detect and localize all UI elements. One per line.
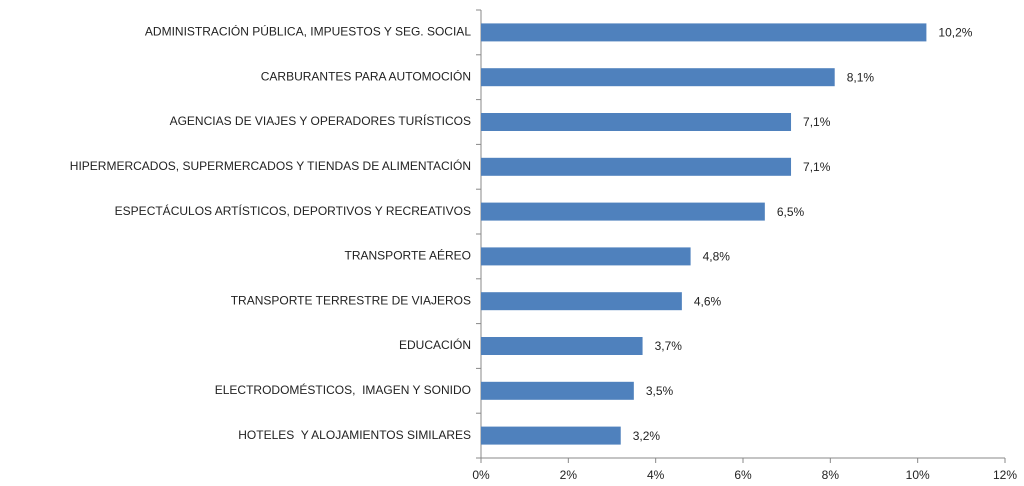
bar	[481, 68, 835, 87]
bar	[481, 157, 792, 176]
data-label: 8,1%	[847, 70, 875, 84]
y-tick-label: CARBURANTES PARA AUTOMOCIÓN	[261, 68, 471, 83]
x-tick-label: 8%	[822, 468, 840, 482]
y-tick-label: ELECTRODOMÉSTICOS, IMAGEN Y SONIDO	[215, 382, 471, 397]
bar	[481, 23, 927, 42]
bar	[481, 292, 682, 311]
y-tick-label: AGENCIAS DE VIAJES Y OPERADORES TURÍSTIC…	[170, 113, 471, 128]
x-tick-label: 2%	[560, 468, 578, 482]
data-label: 4,8%	[703, 250, 731, 264]
x-tick-label: 0%	[472, 468, 490, 482]
bar	[481, 381, 634, 400]
y-tick-label: EDUCACIÓN	[399, 337, 471, 352]
bar	[481, 113, 792, 131]
data-label: 4,6%	[694, 294, 722, 308]
data-label: 10,2%	[938, 26, 972, 40]
x-tick-label: 6%	[734, 468, 752, 482]
data-label: 3,5%	[646, 384, 674, 398]
x-tick-label: 12%	[993, 468, 1017, 482]
y-tick-label: HOTELES Y ALOJAMIENTOS SIMILARES	[238, 428, 471, 442]
y-tick-label: HIPERMERCADOS, SUPERMERCADOS Y TIENDAS D…	[70, 158, 471, 173]
data-label: 3,2%	[633, 429, 661, 443]
x-tick-label: 4%	[647, 468, 665, 482]
bar	[481, 247, 691, 266]
y-tick-label: TRANSPORTE TERRESTRE DE VIAJEROS	[231, 293, 471, 307]
data-label: 7,1%	[803, 115, 831, 129]
y-tick-label: TRANSPORTE AÉREO	[345, 248, 471, 263]
x-tick-label: 10%	[906, 468, 930, 482]
data-label: 7,1%	[803, 160, 831, 174]
bar	[481, 426, 621, 445]
y-tick-label: ADMINISTRACIÓN PÚBLICA, IMPUESTOS Y SEG.…	[145, 24, 471, 39]
y-tick-label: ESPECTÁCULOS ARTÍSTICOS, DEPORTIVOS Y RE…	[115, 203, 471, 218]
data-label: 6,5%	[777, 205, 805, 219]
bar	[481, 337, 643, 355]
bar	[481, 202, 765, 221]
data-label: 3,7%	[655, 339, 683, 353]
